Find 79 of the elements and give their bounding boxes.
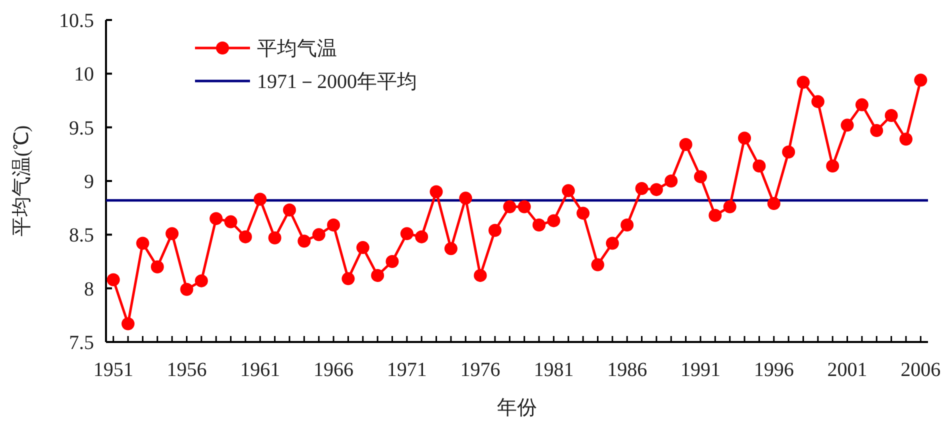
point <box>136 236 150 250</box>
point <box>694 170 707 184</box>
point <box>415 230 428 244</box>
point <box>606 236 619 250</box>
point <box>708 208 722 222</box>
point <box>282 203 296 216</box>
point <box>474 268 487 282</box>
point <box>679 138 692 152</box>
point <box>796 76 810 89</box>
point <box>840 118 854 132</box>
point <box>738 132 752 145</box>
point <box>591 258 604 272</box>
point <box>855 98 868 112</box>
x-tick-label: 1991 <box>680 359 720 381</box>
point <box>488 224 502 237</box>
point <box>826 159 840 172</box>
point <box>312 228 326 242</box>
x-tick-label: 1951 <box>93 359 134 381</box>
point <box>371 268 384 282</box>
point <box>166 227 179 240</box>
x-tick-label: 1976 <box>460 359 500 381</box>
point <box>430 185 443 198</box>
y-tick-label: 9.5 <box>69 117 94 140</box>
y-tick-label: 7.5 <box>69 332 94 354</box>
x-tick-label: 1996 <box>754 359 794 381</box>
point <box>884 109 898 122</box>
legend-label: 1971－2000年平均 <box>257 71 417 93</box>
y-axis-title: 平均气温(℃) <box>11 125 33 237</box>
point <box>238 230 252 244</box>
point <box>254 192 267 206</box>
y-tick-label: 10 <box>74 64 94 86</box>
point <box>562 184 575 198</box>
point <box>327 218 340 232</box>
point <box>914 74 928 87</box>
x-tick-label: 1966 <box>314 359 354 381</box>
point <box>210 212 223 226</box>
point <box>664 174 678 188</box>
point <box>547 214 560 228</box>
point <box>400 227 414 240</box>
x-axis-title: 年份 <box>497 397 537 419</box>
y-tick-label: 10.5 <box>59 10 94 32</box>
legend-label: 平均气温 <box>257 38 337 60</box>
point <box>899 132 912 146</box>
point <box>650 183 663 196</box>
point <box>723 200 736 214</box>
point <box>870 124 884 138</box>
point <box>298 234 311 248</box>
point <box>122 317 135 330</box>
point <box>811 95 824 108</box>
point <box>459 192 472 205</box>
point <box>180 282 194 296</box>
y-tick-label: 8 <box>84 278 94 300</box>
point <box>342 272 355 286</box>
x-tick-label: 2006 <box>900 359 941 381</box>
x-tick-label: 1971 <box>386 359 427 381</box>
point <box>268 231 282 244</box>
point <box>386 255 399 268</box>
x-tick-label: 1961 <box>240 359 280 381</box>
point <box>752 159 766 172</box>
point <box>503 200 516 214</box>
x-tick-label: 2001 <box>827 359 868 381</box>
y-tick-label: 9 <box>84 171 94 193</box>
point <box>532 218 546 232</box>
point <box>518 200 531 214</box>
point <box>356 241 370 254</box>
y-tick-label: 8.5 <box>69 224 94 247</box>
point <box>224 215 238 228</box>
point <box>635 182 648 196</box>
point <box>150 260 164 274</box>
x-tick-label: 1981 <box>534 359 574 381</box>
x-tick-label: 1956 <box>166 359 207 381</box>
point <box>576 206 590 220</box>
point <box>106 273 120 286</box>
point <box>782 146 796 159</box>
point <box>194 274 208 288</box>
point <box>444 242 458 256</box>
x-tick-label: 1986 <box>607 359 648 381</box>
point <box>620 218 634 232</box>
point <box>767 197 780 210</box>
